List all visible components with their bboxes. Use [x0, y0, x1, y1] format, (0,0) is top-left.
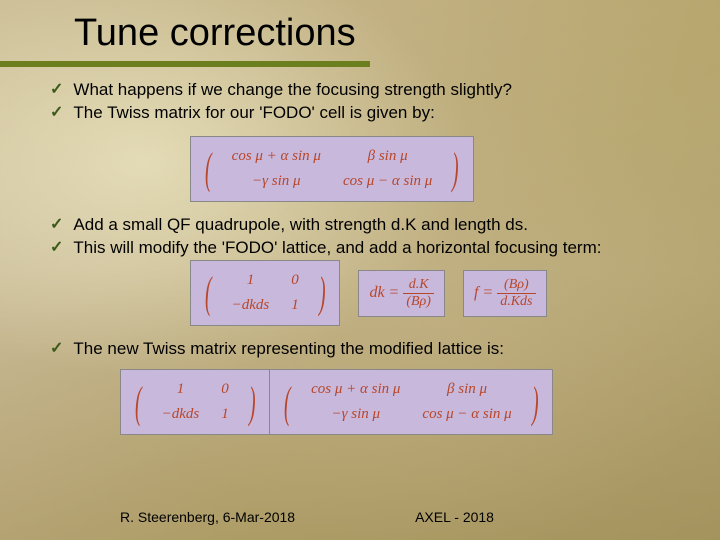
bullet-text: Add a small QF quadrupole, with strength…	[73, 214, 680, 235]
matrix-cell: cos μ + α sin μ	[222, 145, 331, 168]
check-icon: ✓	[50, 237, 63, 257]
bullet-text: The Twiss matrix for our 'FODO' cell is …	[73, 102, 680, 123]
page-title: Tune corrections	[74, 12, 680, 55]
fraction-den: d.Kds	[497, 294, 535, 310]
footer-author: R. Steerenberg, 6-Mar-2018	[120, 509, 295, 525]
matrix-cell: β sin μ	[412, 378, 521, 401]
fraction-num: (Bρ)	[497, 277, 535, 294]
focusing-term-row: ( 1 0 −dkds 1 ) dk = d.K (Bρ) f = (Bρ) d…	[190, 260, 680, 326]
fraction-den: (Bρ)	[403, 294, 434, 310]
fraction-num: d.K	[403, 277, 434, 294]
matrix-cell: −dkds	[222, 294, 280, 317]
matrix-cell: −dkds	[152, 403, 210, 426]
list-item: ✓ The Twiss matrix for our 'FODO' cell i…	[50, 102, 680, 123]
matrix-cell: 0	[281, 269, 309, 292]
matrix-cell: −γ sin μ	[301, 403, 410, 426]
list-item: ✓ The new Twiss matrix representing the …	[50, 338, 680, 359]
footer-event: AXEL - 2018	[415, 509, 494, 525]
matrix-cell: 0	[211, 378, 239, 401]
matrix-cell: β sin μ	[333, 145, 442, 168]
bullet-text: The new Twiss matrix representing the mo…	[73, 338, 680, 359]
matrix-cell: 1	[222, 269, 280, 292]
matrix-cell: −γ sin μ	[222, 170, 331, 193]
title-underline	[0, 61, 370, 67]
matrix-cell: cos μ − α sin μ	[333, 170, 442, 193]
matrix-cell: 1	[152, 378, 210, 401]
matrix-cell: 1	[281, 294, 309, 317]
bullet-text: What happens if we change the focusing s…	[73, 79, 680, 100]
matrix-cell: 1	[211, 403, 239, 426]
check-icon: ✓	[50, 79, 63, 99]
twiss-matrix: ( cos μ + α sin μ β sin μ −γ sin μ cos μ…	[190, 136, 680, 202]
list-item: ✓ What happens if we change the focusing…	[50, 79, 680, 100]
list-item: ✓ This will modify the 'FODO' lattice, a…	[50, 237, 680, 258]
matrix-cell: cos μ + α sin μ	[301, 378, 410, 401]
check-icon: ✓	[50, 214, 63, 234]
bullet-text: This will modify the 'FODO' lattice, and…	[73, 237, 680, 258]
check-icon: ✓	[50, 338, 63, 358]
product-matrix-row: ( 1 0 −dkds 1 ) ( cos μ + α sin μ β sin …	[120, 369, 680, 435]
footer: R. Steerenberg, 6-Mar-2018 AXEL - 2018	[0, 509, 720, 525]
list-item: ✓ Add a small QF quadrupole, with streng…	[50, 214, 680, 235]
eq-label: dk =	[369, 284, 399, 301]
matrix-cell: cos μ − α sin μ	[412, 403, 521, 426]
check-icon: ✓	[50, 102, 63, 122]
eq-label: f =	[474, 284, 493, 301]
